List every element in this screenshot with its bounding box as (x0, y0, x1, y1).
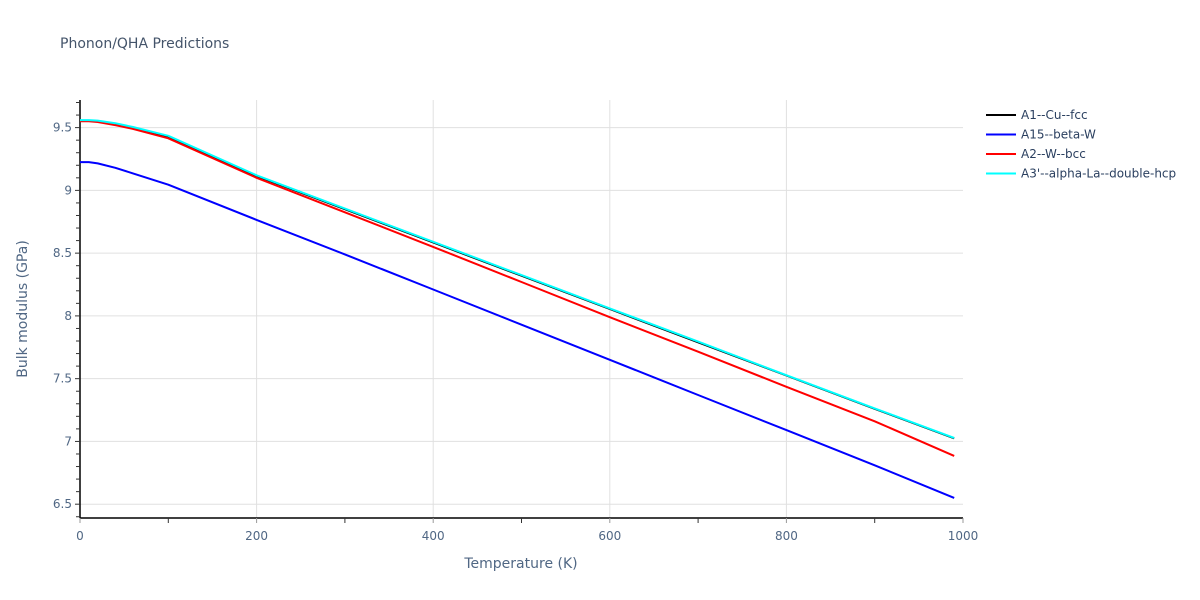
chart-title: Phonon/QHA Predictions (60, 36, 230, 52)
legend-label: A15--beta-W (1021, 128, 1096, 142)
series-line (80, 120, 955, 457)
legend-label: A1--Cu--fcc (1021, 108, 1088, 122)
x-tick-label: 800 (775, 529, 798, 543)
series-line (80, 161, 955, 499)
legend-item[interactable]: A15--beta-W (986, 128, 1096, 142)
series-line (80, 119, 955, 439)
y-axis-title: Bulk modulus (GPa) (15, 240, 31, 378)
x-tick-label: 0 (76, 529, 84, 543)
y-tick-label: 7.5 (53, 372, 72, 386)
y-tick-label: 8.5 (53, 246, 72, 260)
legend-label: A3'--alpha-La--double-hcp (1021, 167, 1176, 181)
y-tick-label: 8 (64, 309, 72, 323)
gridlines (80, 100, 963, 518)
legend-item[interactable]: A2--W--bcc (986, 147, 1086, 161)
axes: 6.5 7 7.5 8 8.5 9 9.5 0 200 400 600 800 1000 (53, 100, 978, 543)
x-tick-label: 200 (245, 529, 268, 543)
x-tick-label: 600 (598, 529, 621, 543)
legend-item[interactable]: A1--Cu--fcc (986, 108, 1088, 122)
y-tick-label: 6.5 (53, 497, 72, 511)
legend: A1--Cu--fcc A15--beta-W A2--W--bcc A3'--alp… (986, 108, 1176, 181)
y-tick-label: 7 (64, 434, 72, 448)
y-tick-label: 9.5 (53, 121, 72, 135)
y-tick-label: 9 (64, 183, 72, 197)
data-series (80, 119, 955, 499)
x-tick-label: 1000 (948, 529, 979, 543)
legend-item[interactable]: A3'--alpha-La--double-hcp (986, 167, 1176, 181)
x-axis-title: Temperature (K) (463, 556, 577, 572)
legend-label: A2--W--bcc (1021, 147, 1086, 161)
x-tick-label: 400 (422, 529, 445, 543)
